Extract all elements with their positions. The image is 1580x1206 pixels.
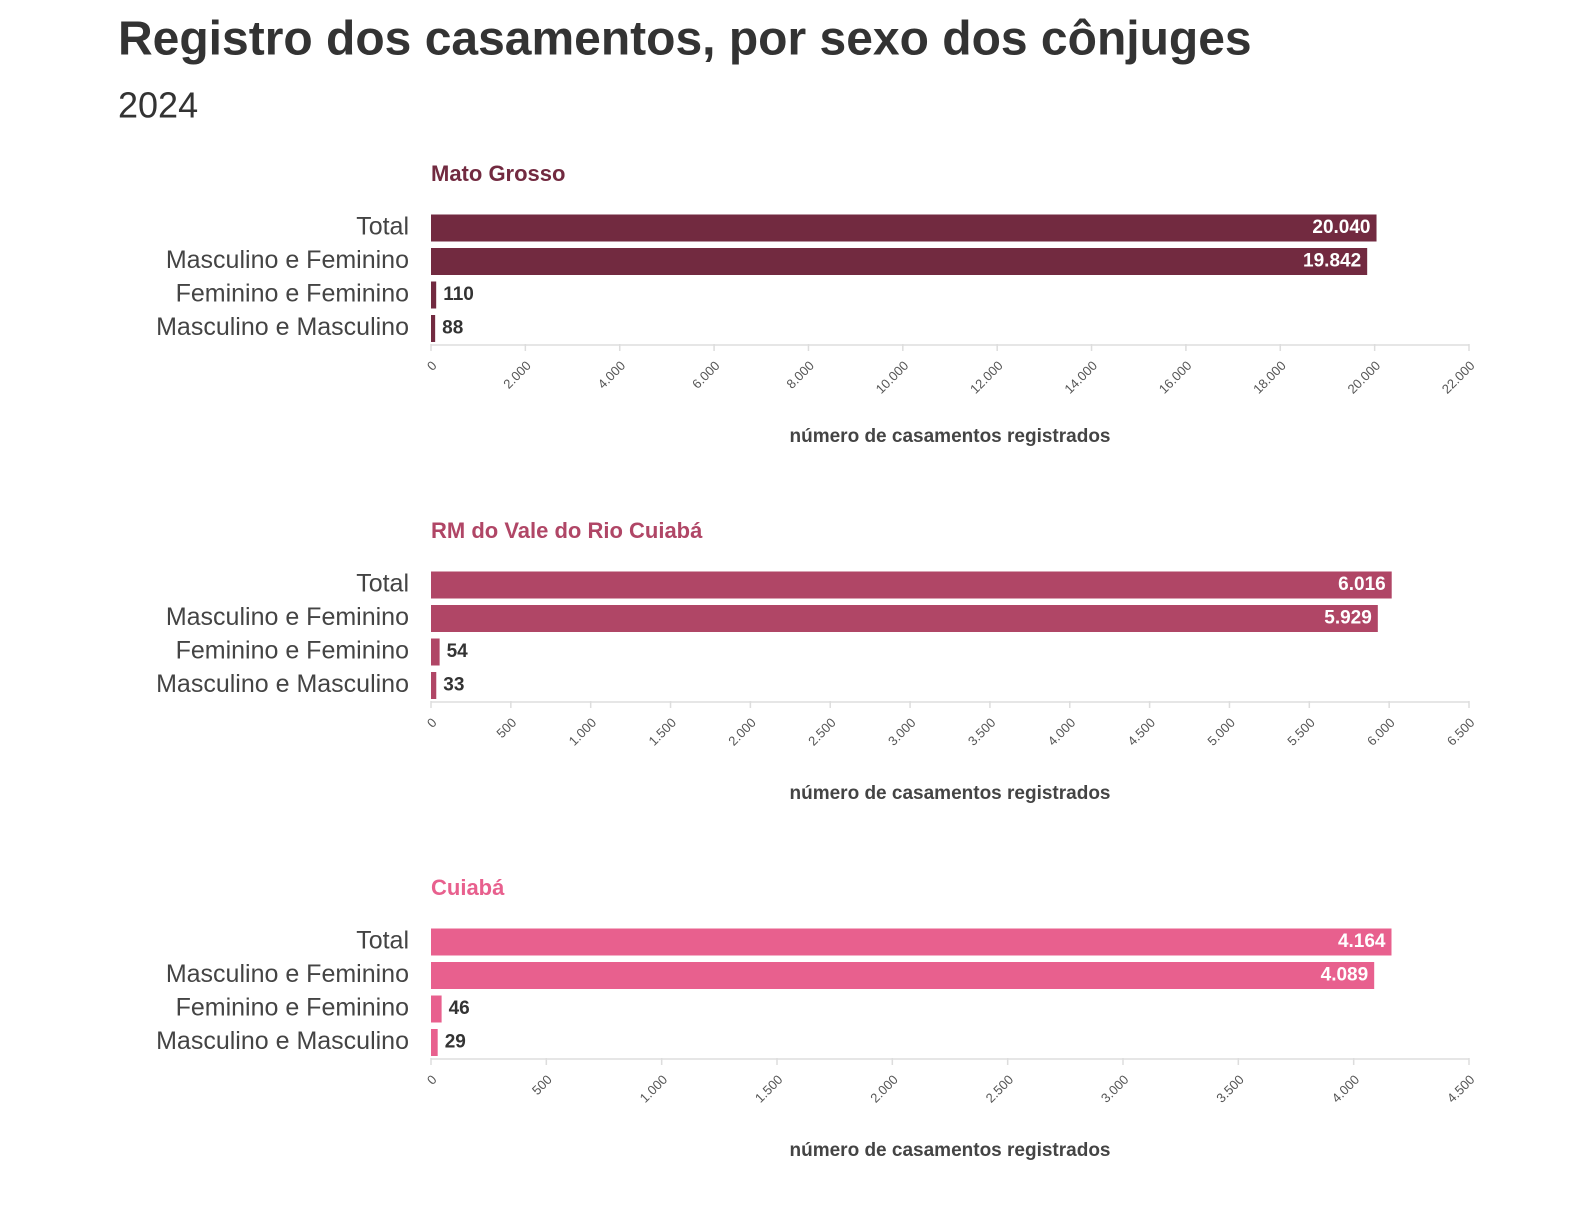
- category-label: Masculino e Masculino: [156, 313, 409, 341]
- x-tick-label: 4.500: [1125, 715, 1159, 749]
- category-label: Masculino e Feminino: [166, 960, 409, 988]
- x-tick-label: 2.500: [805, 715, 839, 749]
- value-label: 46: [449, 998, 470, 1019]
- x-tick-label: 1.000: [637, 1072, 671, 1106]
- x-tick-label: 2.000: [867, 1072, 901, 1106]
- x-tick-label: 5.500: [1284, 715, 1318, 749]
- bar: [431, 995, 442, 1023]
- x-axis-label: número de casamentos registrados: [790, 426, 1111, 447]
- x-tick-label: 12.000: [967, 358, 1006, 397]
- bar: [431, 248, 1368, 275]
- x-tick-label: 5.000: [1204, 715, 1238, 749]
- chart-title: Cuiabá: [431, 875, 505, 900]
- x-tick-label: 3.500: [1213, 1072, 1247, 1106]
- x-tick-label: 2.500: [983, 1072, 1017, 1106]
- value-label: 4.089: [1321, 965, 1369, 986]
- x-tick-label: 6.000: [1364, 715, 1398, 749]
- category-label: Masculino e Masculino: [156, 670, 409, 698]
- value-label: 19.842: [1303, 251, 1361, 272]
- value-label: 54: [447, 641, 469, 662]
- x-axis-label: número de casamentos registrados: [790, 1140, 1111, 1161]
- x-tick-label: 4.000: [1045, 715, 1079, 749]
- category-label: Masculino e Feminino: [166, 603, 409, 631]
- x-tick-label: 3.500: [965, 715, 999, 749]
- value-label: 88: [442, 318, 463, 339]
- chart-title: Mato Grosso: [431, 161, 565, 186]
- x-tick-label: 20.000: [1344, 358, 1383, 397]
- value-label: 29: [445, 1032, 466, 1053]
- category-label: Total: [356, 213, 409, 241]
- bar: [431, 672, 437, 699]
- x-tick-label: 0: [424, 358, 440, 374]
- bar: [431, 962, 1375, 989]
- category-label: Feminino e Feminino: [176, 280, 409, 308]
- category-label: Masculino e Feminino: [166, 246, 409, 274]
- bar: [431, 315, 436, 342]
- value-label: 6.016: [1338, 574, 1386, 595]
- bar: [431, 1029, 438, 1056]
- bar: [431, 571, 1392, 599]
- value-label: 5.929: [1324, 608, 1372, 629]
- x-tick-label: 6.500: [1444, 715, 1478, 749]
- category-label: Total: [356, 570, 409, 598]
- x-tick-label: 22.000: [1439, 358, 1478, 397]
- x-tick-label: 4.500: [1444, 1072, 1478, 1106]
- x-tick-label: 0: [424, 1072, 440, 1088]
- page-subtitle: 2024: [118, 85, 198, 126]
- x-tick-label: 8.000: [783, 358, 817, 392]
- bar: [431, 214, 1377, 242]
- value-label: 20.040: [1312, 217, 1370, 238]
- x-tick-label: 1.500: [752, 1072, 786, 1106]
- x-tick-label: 0: [424, 715, 440, 731]
- x-axis-label: número de casamentos registrados: [790, 783, 1111, 804]
- chart-title: RM do Vale do Rio Cuiabá: [431, 518, 703, 543]
- x-tick-label: 4.000: [1329, 1072, 1363, 1106]
- bar: [431, 605, 1378, 632]
- page-title: Registro dos casamentos, por sexo dos cô…: [118, 13, 1252, 66]
- category-label: Feminino e Feminino: [176, 994, 409, 1022]
- x-tick-label: 500: [529, 1072, 555, 1098]
- x-tick-label: 14.000: [1061, 358, 1100, 397]
- x-tick-label: 1.000: [566, 715, 600, 749]
- category-label: Feminino e Feminino: [176, 637, 409, 665]
- bar: [431, 928, 1392, 956]
- x-tick-label: 6.000: [689, 358, 723, 392]
- x-tick-label: 3.000: [1098, 1072, 1132, 1106]
- category-label: Total: [356, 927, 409, 955]
- value-label: 33: [443, 675, 464, 696]
- bar: [431, 281, 437, 309]
- x-tick-label: 18.000: [1250, 358, 1289, 397]
- x-tick-label: 3.000: [885, 715, 919, 749]
- x-tick-label: 10.000: [873, 358, 912, 397]
- x-tick-label: 500: [493, 715, 519, 741]
- bar: [431, 638, 440, 666]
- x-tick-label: 16.000: [1156, 358, 1195, 397]
- x-tick-label: 2.000: [500, 358, 534, 392]
- x-tick-label: 2.000: [725, 715, 759, 749]
- x-tick-label: 1.500: [645, 715, 679, 749]
- value-label: 4.164: [1338, 931, 1386, 952]
- x-tick-label: 4.000: [595, 358, 629, 392]
- category-label: Masculino e Masculino: [156, 1027, 409, 1055]
- value-label: 110: [443, 284, 474, 305]
